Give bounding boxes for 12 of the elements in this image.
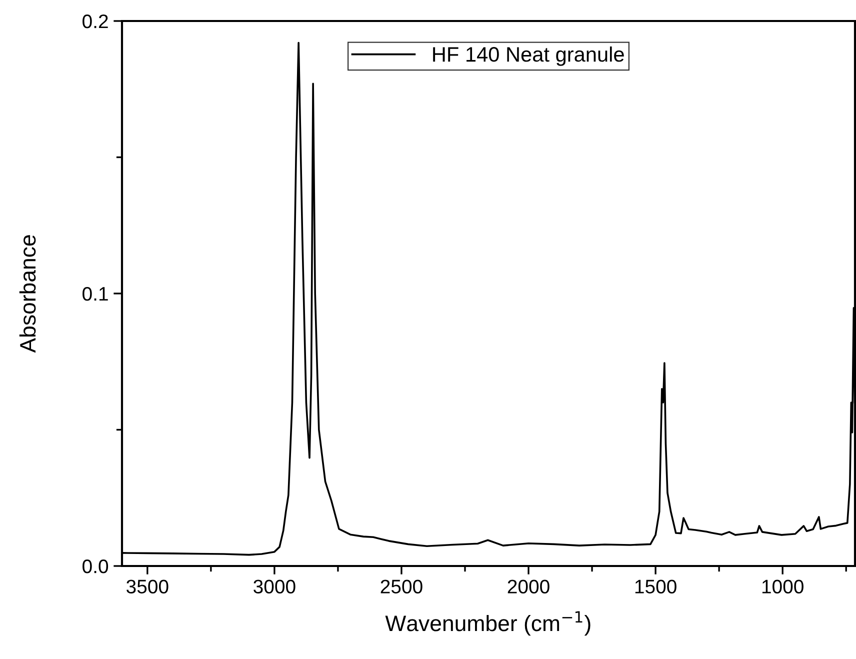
x-axis-title: Wavenumber (cm$^{−1}$): [385, 611, 590, 636]
x-tick-label: 3500: [126, 580, 168, 594]
x-tick-label: 2500: [380, 580, 422, 594]
x-tick-label: 1000: [762, 580, 804, 594]
legend-label: HF 140 Neat granule: [433, 46, 624, 66]
y-tick-label: 0.0: [82, 559, 108, 574]
y-axis-title: Absorbance: [19, 235, 36, 353]
x-tick-label: 1500: [635, 580, 676, 594]
y-tick-label: 0.2: [82, 14, 108, 28]
x-tick-label: 2000: [508, 580, 550, 594]
x-tick-label: 3000: [254, 580, 296, 594]
y-tick-label: 0.1: [82, 286, 108, 301]
